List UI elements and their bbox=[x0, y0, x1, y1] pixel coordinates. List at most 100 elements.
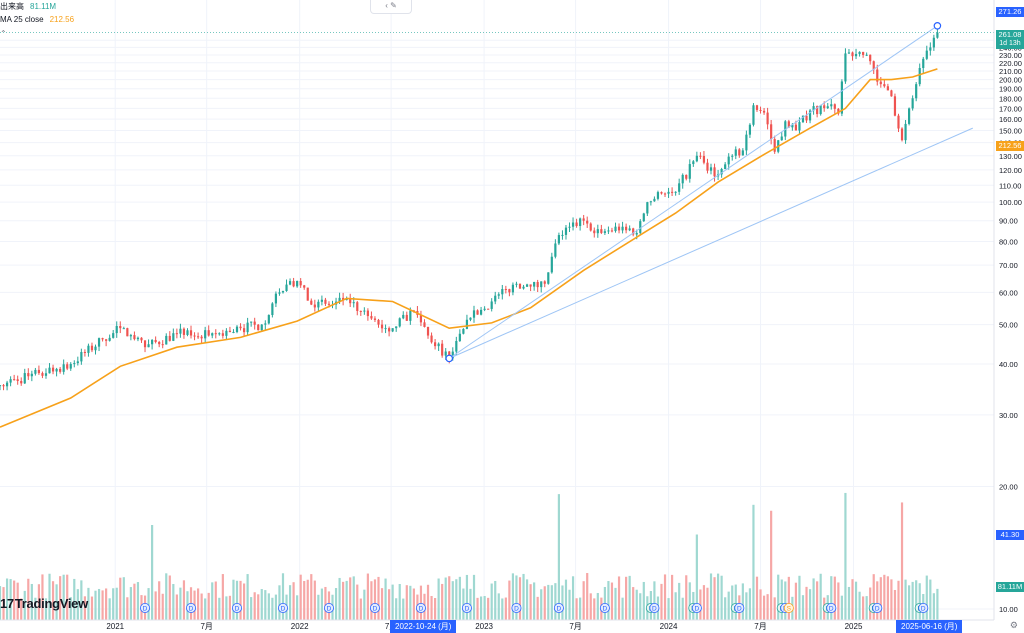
candle-body bbox=[770, 124, 773, 140]
candle-body bbox=[472, 310, 476, 318]
drawing-toolbar[interactable]: ‹ ✎ bbox=[370, 0, 412, 14]
settings-gear-icon[interactable]: ⚙ bbox=[1009, 620, 1018, 630]
candle-body bbox=[51, 367, 55, 372]
volume-bar bbox=[0, 586, 2, 620]
volume-legend-value: 81.11M bbox=[30, 2, 57, 11]
volume-bar bbox=[363, 589, 366, 620]
candle-body bbox=[699, 155, 702, 157]
pencil-icon[interactable]: ‹ ✎ bbox=[385, 1, 397, 10]
candle-body bbox=[808, 110, 812, 121]
volume-bar bbox=[211, 582, 214, 620]
volume-bar bbox=[840, 595, 843, 620]
event-marker bbox=[461, 603, 472, 614]
candle-body bbox=[695, 155, 698, 162]
volume-bar bbox=[568, 589, 571, 620]
event-marker bbox=[691, 603, 702, 614]
candle-body bbox=[278, 292, 281, 294]
volume-bar bbox=[702, 585, 706, 620]
candle-body bbox=[214, 333, 217, 335]
trendlines[interactable] bbox=[0, 21, 994, 363]
candle-body bbox=[274, 293, 278, 304]
volume-bar bbox=[257, 594, 260, 620]
trendline-anchor bbox=[933, 21, 942, 30]
volume-bar bbox=[483, 596, 486, 620]
volume-bar bbox=[342, 581, 345, 620]
candle-body bbox=[586, 220, 589, 224]
volume-bar bbox=[678, 582, 681, 620]
volume-bar bbox=[41, 574, 44, 620]
candle-body bbox=[621, 226, 624, 231]
volume-bar bbox=[373, 579, 377, 620]
volume-bar bbox=[246, 574, 249, 620]
volume-bar bbox=[161, 593, 164, 620]
volume-bar bbox=[780, 579, 783, 620]
candle-body bbox=[186, 330, 189, 335]
candle-body bbox=[900, 128, 904, 141]
event-marker bbox=[140, 603, 151, 614]
volume-bar bbox=[388, 589, 391, 620]
volume-bar bbox=[469, 588, 472, 620]
candle-body bbox=[773, 139, 776, 152]
volume-bar bbox=[359, 598, 362, 620]
volume-bar bbox=[281, 573, 285, 620]
volume-bar bbox=[819, 573, 822, 620]
volume-bar bbox=[384, 578, 387, 620]
price-tick-label: 50.00 bbox=[999, 321, 1018, 330]
price-tick-label: 30.00 bbox=[999, 411, 1018, 420]
volume-bar bbox=[232, 579, 235, 620]
candle-body bbox=[41, 373, 44, 376]
candle-body bbox=[419, 314, 423, 323]
candle-body bbox=[557, 235, 561, 244]
event-marker bbox=[599, 603, 610, 614]
volume-bar bbox=[267, 593, 270, 620]
candle-body bbox=[851, 52, 854, 57]
candle-body bbox=[886, 86, 889, 91]
candle-body bbox=[738, 149, 741, 156]
candle-body bbox=[458, 333, 461, 341]
candle-body bbox=[511, 284, 515, 293]
candle-body bbox=[688, 164, 691, 179]
volume-bar bbox=[151, 525, 154, 620]
candle-body bbox=[221, 333, 224, 336]
collapse-icon[interactable]: ⌃ bbox=[0, 29, 7, 38]
candle-body bbox=[628, 228, 631, 231]
candle-body bbox=[752, 105, 755, 125]
event-markers[interactable]: DDDDDDDDDDDEDEDEDEDSEDEDED bbox=[140, 603, 929, 614]
price-axis[interactable]: 10.00 20.00 30.00 40.00 50.00 60.00 70.00 80.00… bbox=[993, 0, 1022, 620]
volume-bar bbox=[179, 587, 182, 620]
candle-body bbox=[433, 342, 437, 347]
candle-body bbox=[890, 90, 893, 97]
candle-body bbox=[136, 337, 140, 340]
volume-bar bbox=[593, 598, 596, 620]
volume-bar bbox=[80, 580, 83, 620]
price-tick-label: 120.00 bbox=[999, 166, 1022, 175]
candle-body bbox=[108, 337, 111, 341]
ma-price-tag: 212.56 bbox=[996, 141, 1024, 151]
volume-bar bbox=[430, 595, 433, 620]
volume-bar bbox=[734, 584, 737, 620]
volume-bar bbox=[667, 598, 670, 620]
volume-bar bbox=[681, 597, 684, 620]
candle-body bbox=[862, 51, 865, 55]
volume-bar bbox=[582, 581, 585, 620]
price-tick-label: 130.00 bbox=[999, 152, 1022, 161]
candle-body bbox=[151, 339, 154, 345]
volume-bar bbox=[402, 598, 405, 620]
candle-body bbox=[854, 54, 858, 57]
ma-legend: MA 25 close 212.56 bbox=[0, 15, 74, 24]
volume-bar bbox=[932, 593, 935, 620]
candle-body bbox=[667, 191, 670, 194]
volume-bar bbox=[398, 583, 401, 620]
volume-bar bbox=[752, 504, 755, 620]
candle-body bbox=[872, 61, 875, 70]
time-axis[interactable]: 20217月20227月20237月20247月2025 bbox=[0, 619, 994, 631]
volume-bar bbox=[925, 575, 928, 620]
price-tick-label: 20.00 bbox=[999, 483, 1018, 492]
volume-bar bbox=[260, 589, 263, 620]
volume-bar bbox=[543, 586, 546, 620]
candle-body bbox=[685, 174, 688, 179]
volume-bar bbox=[610, 582, 614, 620]
volume-bar bbox=[182, 580, 186, 620]
candle-body bbox=[430, 335, 433, 343]
